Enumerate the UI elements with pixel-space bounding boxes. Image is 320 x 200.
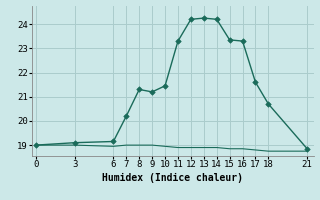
X-axis label: Humidex (Indice chaleur): Humidex (Indice chaleur) (102, 173, 243, 183)
